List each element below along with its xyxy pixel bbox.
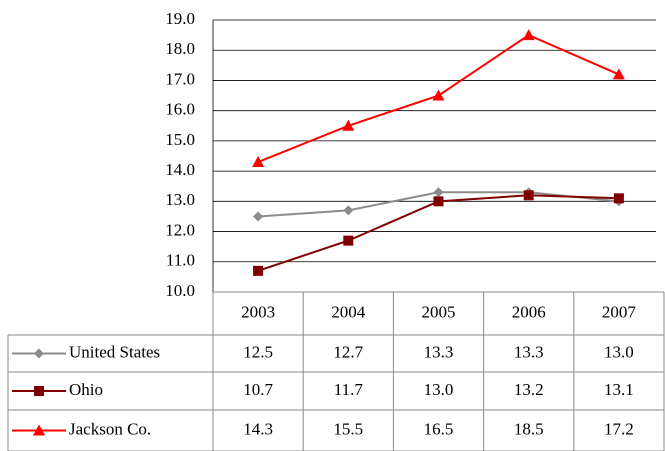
table-value: 12.7 [333,342,363,361]
x-tick-label: 2007 [602,302,637,321]
x-tick-label: 2004 [331,302,366,321]
y-tick-label: 10.0 [165,281,195,300]
table-value: 11.7 [334,380,364,399]
marker [253,265,264,276]
legend-label: United States [69,342,160,361]
marker [523,190,534,201]
table-value: 18.5 [514,419,544,438]
table-value: 15.5 [333,419,363,438]
table-value: 10.7 [243,380,273,399]
marker [343,235,354,246]
y-tick-label: 11.0 [166,251,195,270]
table-value: 13.0 [604,342,634,361]
table-value: 13.3 [514,342,544,361]
y-tick-label: 18.0 [165,39,195,58]
marker [342,119,355,131]
table-value: 12.5 [243,342,273,361]
marker [433,187,444,198]
y-tick-label: 19.0 [165,9,195,28]
y-tick-label: 14.0 [165,160,195,179]
marker [433,196,444,207]
table-value: 13.2 [514,380,544,399]
marker [522,29,535,41]
table-value: 13.3 [424,342,454,361]
legend-marker [34,386,44,396]
legend-marker [34,348,44,359]
table-value: 16.5 [424,419,454,438]
y-tick-label: 15.0 [165,130,195,149]
marker [613,193,624,204]
y-tick-label: 13.0 [165,190,195,209]
x-tick-label: 2005 [422,302,456,321]
table-value: 17.2 [604,419,634,438]
marker [253,211,264,222]
y-tick-label: 17.0 [165,69,195,88]
marker [252,156,265,168]
x-tick-label: 2003 [241,302,275,321]
table-value: 14.3 [243,419,273,438]
y-tick-label: 12.0 [165,220,195,239]
table-value: 13.0 [424,380,454,399]
series-line [257,194,619,272]
marker [612,68,625,80]
legend-marker [33,424,45,436]
marker [432,89,445,101]
x-tick-label: 2006 [512,302,546,321]
legend-label: Ohio [69,380,103,399]
table-value: 13.1 [604,380,634,399]
y-tick-label: 16.0 [165,100,195,119]
marker [343,205,354,216]
legend-label: Jackson Co. [69,419,151,438]
